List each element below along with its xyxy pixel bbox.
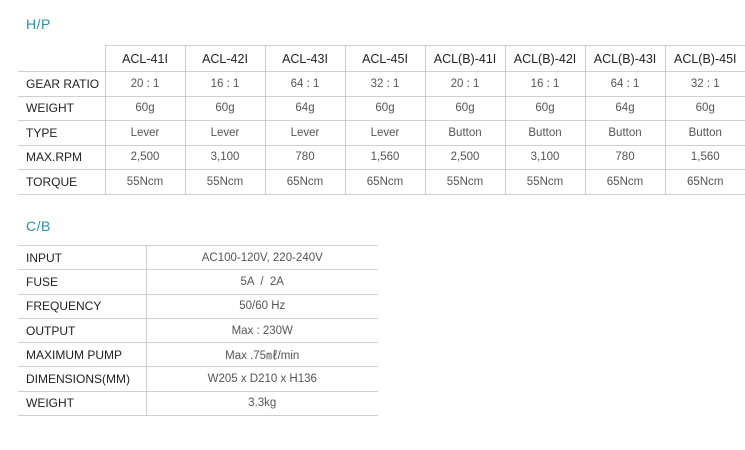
hp-row-label: MAX.RPM: [18, 145, 105, 170]
cb-row-label: DIMENSIONS(MM): [18, 366, 147, 392]
hp-cell: 55Ncm: [424, 169, 505, 195]
hp-column-header: ACL-42I: [184, 45, 265, 72]
cb-cell: 3.3kg: [146, 391, 378, 417]
hp-column-header: ACL-43I: [264, 45, 345, 72]
hp-cell: 60g: [104, 96, 185, 121]
cb-row-frequency: FREQUENCY 50/60 Hz: [18, 294, 378, 319]
hp-cell: 32 : 1: [344, 71, 425, 97]
cb-row-label: OUTPUT: [18, 318, 147, 344]
hp-cell: 64g: [264, 96, 345, 121]
hp-cell: 60g: [184, 96, 265, 121]
hp-row-gear-ratio: GEAR RATIO 20 : 1 16 : 1 64 : 1 32 : 1 2…: [18, 71, 745, 97]
hp-cell: 55Ncm: [104, 169, 185, 195]
hp-cell: 3,100: [184, 145, 265, 170]
hp-header-row: ACL-41I ACL-42I ACL-43I ACL-45I ACL(B)-4…: [18, 45, 745, 72]
hp-cell: Lever: [264, 120, 345, 146]
cb-row-output: OUTPUT Max : 230W: [18, 318, 378, 344]
cb-row-label: INPUT: [18, 244, 147, 271]
hp-cell: 2,500: [424, 145, 505, 170]
hp-column-header: ACL-45I: [344, 45, 425, 72]
hp-cell: 1,560: [664, 145, 745, 170]
cb-spec-table: INPUT AC100-120V, 220-240V FUSE 5A / 2A …: [18, 244, 378, 417]
hp-cell: Button: [584, 120, 665, 146]
hp-cell: 64 : 1: [264, 71, 345, 97]
hp-cell: 780: [264, 145, 345, 170]
hp-spec-table: ACL-41I ACL-42I ACL-43I ACL-45I ACL(B)-4…: [18, 45, 745, 195]
hp-column-header: ACL(B)-43I: [584, 45, 665, 72]
hp-cell: 60g: [664, 96, 745, 121]
cb-cell: AC100-120V, 220-240V: [146, 244, 378, 271]
cb-row-label: MAXIMUM PUMP: [18, 342, 147, 368]
cb-row-fuse: FUSE 5A / 2A: [18, 269, 378, 295]
hp-cell: 20 : 1: [424, 71, 505, 97]
cb-cell: W205 x D210 x H136: [146, 366, 378, 392]
hp-cell: 16 : 1: [184, 71, 265, 97]
cb-row-dimensions: DIMENSIONS(MM) W205 x D210 x H136: [18, 366, 378, 392]
hp-header-corner: [18, 45, 105, 72]
cb-row-label: FUSE: [18, 269, 147, 295]
cb-row-label: FREQUENCY: [18, 294, 147, 319]
hp-cell: 65Ncm: [664, 169, 745, 195]
hp-cell: Button: [504, 120, 585, 146]
cb-section-title: C/B: [26, 218, 51, 234]
cb-cell: 5A / 2A: [146, 269, 378, 295]
hp-cell: 3,100: [504, 145, 585, 170]
hp-cell: 65Ncm: [264, 169, 345, 195]
hp-cell: Button: [424, 120, 505, 146]
hp-cell: 60g: [344, 96, 425, 121]
hp-cell: 65Ncm: [344, 169, 425, 195]
hp-cell: Lever: [184, 120, 265, 146]
hp-row-label: TORQUE: [18, 169, 105, 195]
hp-cell: 2,500: [104, 145, 185, 170]
hp-column-header: ACL(B)-45I: [664, 45, 745, 72]
cb-cell: Max : 230W: [146, 318, 378, 344]
hp-column-header: ACL-41I: [104, 45, 185, 72]
hp-column-header: ACL(B)-41I: [424, 45, 505, 72]
hp-cell: 55Ncm: [184, 169, 265, 195]
hp-cell: 65Ncm: [584, 169, 665, 195]
hp-cell: 64g: [584, 96, 665, 121]
cb-row-maximum-pump: MAXIMUM PUMP Max .75㎖/min: [18, 342, 378, 368]
hp-cell: 32 : 1: [664, 71, 745, 97]
cb-cell: Max .75㎖/min: [146, 342, 378, 368]
cb-cell: 50/60 Hz: [146, 294, 378, 319]
cb-row-weight: WEIGHT 3.3kg: [18, 391, 378, 417]
hp-cell: 55Ncm: [504, 169, 585, 195]
hp-section-title: H/P: [26, 16, 51, 32]
hp-cell: Button: [664, 120, 745, 146]
hp-cell: Lever: [104, 120, 185, 146]
hp-cell: 780: [584, 145, 665, 170]
hp-cell: 16 : 1: [504, 71, 585, 97]
hp-row-label: GEAR RATIO: [18, 71, 105, 97]
hp-cell: Lever: [344, 120, 425, 146]
hp-row-label: WEIGHT: [18, 96, 105, 121]
hp-row-label: TYPE: [18, 120, 105, 146]
hp-row-torque: TORQUE 55Ncm 55Ncm 65Ncm 65Ncm 55Ncm 55N…: [18, 169, 745, 195]
hp-row-type: TYPE Lever Lever Lever Lever Button Butt…: [18, 120, 745, 146]
hp-cell: 20 : 1: [104, 71, 185, 97]
cb-row-label: WEIGHT: [18, 391, 147, 417]
hp-cell: 64 : 1: [584, 71, 665, 97]
hp-cell: 1,560: [344, 145, 425, 170]
cb-row-input: INPUT AC100-120V, 220-240V: [18, 244, 378, 271]
hp-cell: 60g: [424, 96, 505, 121]
hp-row-max-rpm: MAX.RPM 2,500 3,100 780 1,560 2,500 3,10…: [18, 145, 745, 170]
hp-column-header: ACL(B)-42I: [504, 45, 585, 72]
hp-cell: 60g: [504, 96, 585, 121]
hp-row-weight: WEIGHT 60g 60g 64g 60g 60g 60g 64g 60g: [18, 96, 745, 121]
